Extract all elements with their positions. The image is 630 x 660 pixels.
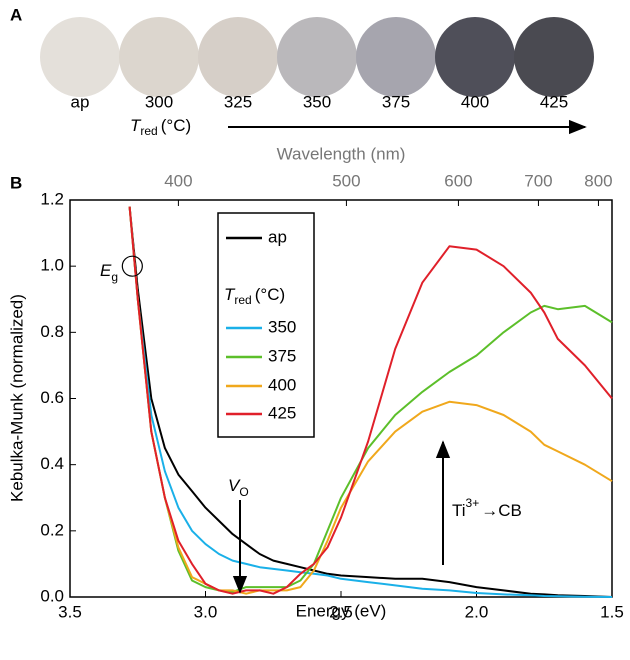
- sample-label: 350: [303, 92, 331, 111]
- legend-title-sub: red: [234, 293, 251, 307]
- y-tick-label: 1.2: [40, 189, 64, 208]
- series-line: [128, 206, 613, 595]
- sample-label: 375: [382, 92, 410, 111]
- panel-label: A: [10, 5, 22, 24]
- y-tick-label: 0.2: [40, 520, 64, 539]
- legend-box: [217, 212, 315, 438]
- eg-label-main: E: [100, 261, 112, 280]
- pellet-photo: [514, 17, 594, 97]
- ti-label-main: Ti: [452, 501, 466, 520]
- pellet-photo: [119, 17, 199, 97]
- pellet-photo: [435, 17, 515, 97]
- legend-label: 375: [268, 346, 296, 365]
- x-label: Energy (eV): [296, 601, 387, 620]
- y-tick-label: 0.0: [40, 586, 64, 605]
- t-sub: red: [140, 124, 157, 138]
- ti-label-sup: 3+: [466, 496, 480, 510]
- panel-label: B: [10, 173, 22, 192]
- sample-label: 425: [540, 92, 568, 111]
- x-tick-label: 3.0: [194, 602, 218, 621]
- x2-tick-label: 700: [524, 171, 552, 190]
- legend-label: 400: [268, 375, 296, 394]
- x-tick-label: 2.0: [465, 602, 489, 621]
- legend-title: Tred (°C): [224, 285, 285, 307]
- x2-tick-label: 500: [332, 171, 360, 190]
- x2-tick-label: 600: [444, 171, 472, 190]
- x2-label: Wavelength (nm): [277, 144, 406, 163]
- series-line: [128, 206, 613, 593]
- series-line: [128, 206, 613, 595]
- sample-label: 400: [461, 92, 489, 111]
- x2-tick-label: 400: [164, 171, 192, 190]
- vo-label-main: V: [228, 476, 241, 495]
- series-line: [128, 206, 613, 598]
- sample-label: 325: [224, 92, 252, 111]
- legend-label: 350: [268, 317, 296, 336]
- y-label: Kebulka-Munk (normalized): [7, 294, 26, 502]
- eg-marker: [121, 255, 143, 277]
- legend-title-main: T: [224, 285, 236, 304]
- eg-label-sub: g: [111, 270, 118, 284]
- legend-label: ap: [268, 227, 287, 246]
- series-line: [128, 206, 613, 598]
- sample-label: ap: [71, 92, 90, 111]
- x-tick-label: 3.5: [58, 602, 82, 621]
- t-unit: (°C): [161, 116, 191, 135]
- x2-tick-label: 800: [584, 171, 612, 190]
- pellet-photo: [277, 17, 357, 97]
- y-tick-label: 1.0: [40, 256, 64, 275]
- ti-label-rest: →CB: [481, 501, 522, 520]
- t-main: T: [130, 116, 142, 135]
- legend-title-unit: (°C): [255, 285, 285, 304]
- axis-title: Tred (°C): [130, 116, 191, 138]
- pellet-photo: [356, 17, 436, 97]
- sample-label: 300: [145, 92, 173, 111]
- pellet-photo: [198, 17, 278, 97]
- x-tick-label: 2.5: [329, 602, 353, 621]
- y-tick-label: 0.8: [40, 322, 64, 341]
- pellet-photo: [40, 17, 120, 97]
- vo-label: VO: [228, 476, 249, 499]
- vo-label-sub: O: [239, 485, 248, 499]
- y-tick-label: 0.6: [40, 388, 64, 407]
- x-tick-label: 1.5: [600, 602, 624, 621]
- y-tick-label: 0.4: [40, 454, 64, 473]
- ti-label: Ti3+ →CB: [452, 496, 522, 520]
- legend-label: 425: [268, 403, 296, 422]
- eg-label: Eg: [100, 261, 118, 284]
